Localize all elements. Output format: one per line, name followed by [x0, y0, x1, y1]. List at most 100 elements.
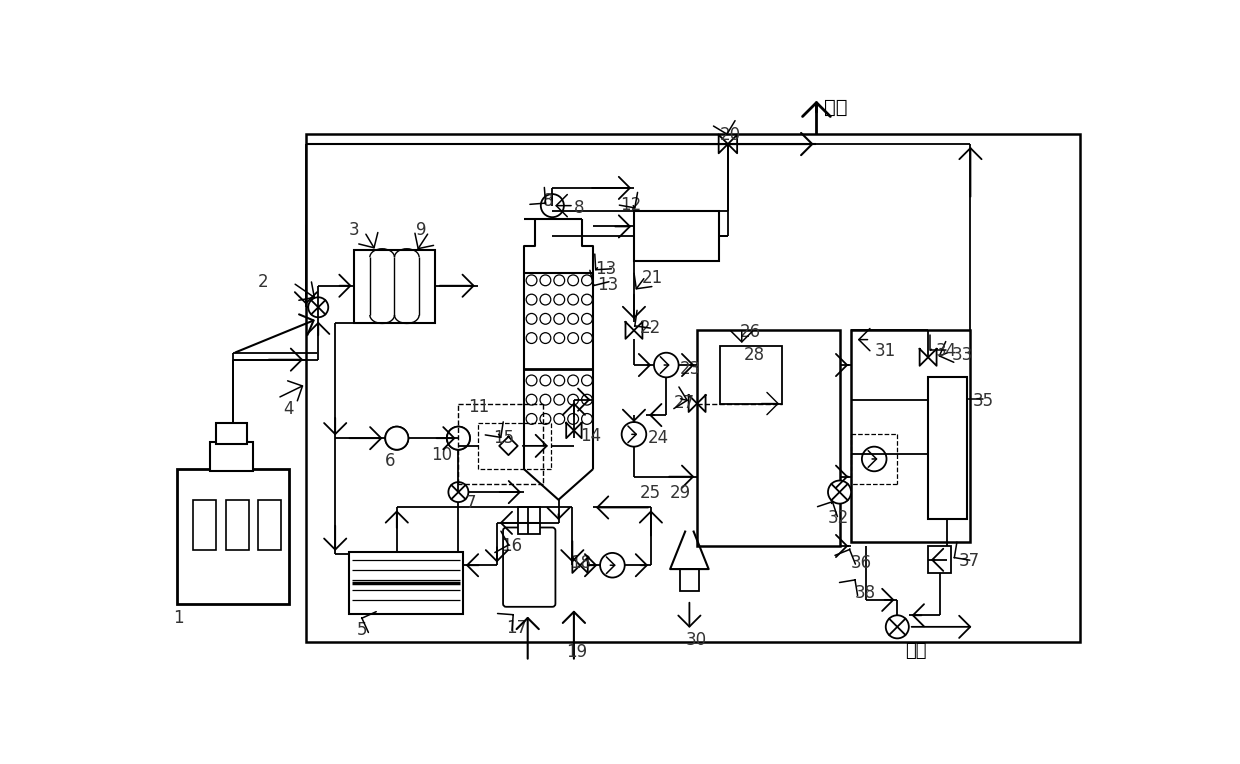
- Text: 33: 33: [951, 346, 972, 364]
- Text: 10: 10: [432, 446, 453, 464]
- Circle shape: [653, 353, 678, 377]
- Text: 8: 8: [543, 192, 553, 210]
- Text: 35: 35: [972, 392, 994, 410]
- Text: 15: 15: [494, 429, 515, 447]
- Bar: [226, 500, 249, 550]
- Text: 1: 1: [174, 609, 184, 627]
- Text: 30: 30: [686, 630, 707, 649]
- Circle shape: [582, 294, 593, 305]
- Text: 17: 17: [506, 619, 527, 637]
- Circle shape: [568, 294, 579, 305]
- Text: 8: 8: [574, 199, 584, 218]
- FancyBboxPatch shape: [503, 527, 556, 607]
- Text: 25: 25: [640, 484, 661, 503]
- Bar: [697, 330, 839, 546]
- Text: 5: 5: [357, 621, 367, 639]
- Circle shape: [582, 313, 593, 324]
- Circle shape: [554, 313, 564, 324]
- Text: 29: 29: [670, 484, 691, 503]
- Circle shape: [541, 375, 551, 386]
- Text: 34: 34: [936, 342, 957, 360]
- Bar: [306, 134, 1080, 643]
- Circle shape: [828, 481, 851, 503]
- Circle shape: [568, 413, 579, 424]
- Text: 21: 21: [641, 269, 663, 286]
- Circle shape: [541, 313, 551, 324]
- Circle shape: [582, 413, 593, 424]
- Circle shape: [526, 394, 537, 405]
- Circle shape: [582, 375, 593, 386]
- Text: 37: 37: [959, 552, 980, 570]
- Circle shape: [526, 275, 537, 286]
- Circle shape: [446, 426, 470, 450]
- Text: 32: 32: [828, 509, 849, 527]
- Circle shape: [449, 482, 469, 502]
- Text: 舱外: 舱外: [905, 643, 926, 660]
- Circle shape: [526, 294, 537, 305]
- Text: 36: 36: [851, 554, 872, 571]
- Circle shape: [526, 332, 537, 344]
- Circle shape: [541, 294, 551, 305]
- Circle shape: [541, 275, 551, 286]
- Circle shape: [600, 553, 625, 578]
- Text: 27: 27: [675, 393, 696, 412]
- Text: 20: 20: [720, 126, 742, 144]
- Text: 26: 26: [739, 322, 760, 341]
- Bar: [928, 546, 951, 573]
- Circle shape: [554, 375, 564, 386]
- Circle shape: [554, 413, 564, 424]
- Circle shape: [582, 275, 593, 286]
- Text: 14: 14: [580, 426, 601, 445]
- Text: 28: 28: [743, 346, 764, 364]
- Circle shape: [309, 297, 329, 317]
- Circle shape: [526, 313, 537, 324]
- Circle shape: [386, 426, 408, 450]
- Text: 6: 6: [386, 452, 396, 470]
- Circle shape: [541, 332, 551, 344]
- Circle shape: [568, 375, 579, 386]
- Circle shape: [526, 375, 537, 386]
- Text: 13: 13: [595, 260, 616, 277]
- Text: 7: 7: [466, 494, 476, 512]
- Circle shape: [582, 332, 593, 344]
- Bar: [216, 422, 247, 445]
- Circle shape: [621, 422, 646, 447]
- Text: 大气: 大气: [825, 98, 848, 117]
- Bar: [681, 569, 698, 591]
- Circle shape: [554, 394, 564, 405]
- Circle shape: [446, 426, 470, 450]
- Bar: [211, 442, 253, 471]
- Circle shape: [541, 413, 551, 424]
- Circle shape: [554, 275, 564, 286]
- Bar: [258, 500, 281, 550]
- Text: 19: 19: [567, 643, 588, 662]
- Circle shape: [568, 313, 579, 324]
- Text: 13: 13: [596, 277, 619, 294]
- Circle shape: [554, 294, 564, 305]
- Circle shape: [541, 394, 551, 405]
- Circle shape: [568, 275, 579, 286]
- Bar: [851, 330, 971, 542]
- Text: 12: 12: [620, 196, 641, 214]
- Text: 23: 23: [681, 360, 702, 377]
- Text: 9: 9: [417, 221, 427, 239]
- Bar: [355, 250, 435, 322]
- Text: 31: 31: [874, 342, 895, 360]
- Text: 22: 22: [640, 319, 661, 337]
- Bar: [634, 211, 719, 261]
- Circle shape: [862, 447, 887, 471]
- Text: 4: 4: [283, 400, 294, 418]
- Text: 11: 11: [467, 398, 489, 416]
- Circle shape: [554, 332, 564, 344]
- Text: 18: 18: [570, 554, 591, 571]
- Bar: [192, 500, 216, 550]
- Text: 3: 3: [350, 221, 360, 239]
- Circle shape: [526, 413, 537, 424]
- Bar: [518, 507, 539, 535]
- Bar: [720, 346, 781, 403]
- Circle shape: [568, 332, 579, 344]
- Text: 38: 38: [854, 584, 877, 603]
- Bar: [928, 377, 967, 519]
- Text: 24: 24: [647, 429, 668, 447]
- Circle shape: [541, 194, 564, 217]
